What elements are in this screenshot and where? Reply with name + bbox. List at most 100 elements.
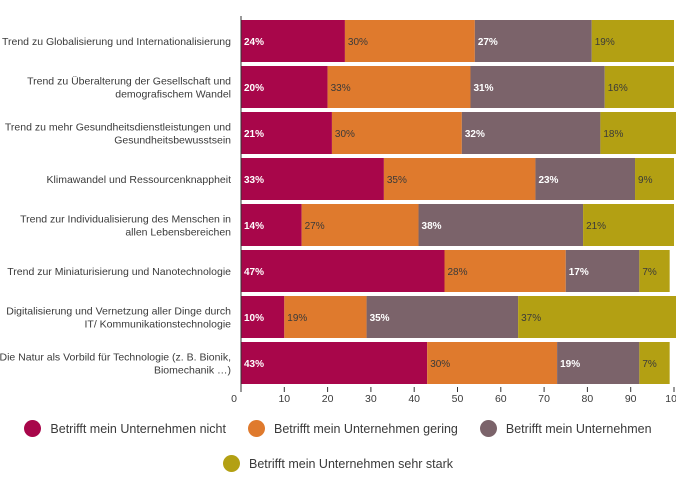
data-label: 20% bbox=[244, 83, 264, 94]
legend-item: Betrifft mein Unternehmen nicht bbox=[24, 420, 226, 437]
x-tick-label: 0 bbox=[231, 393, 237, 405]
data-label: 27% bbox=[478, 37, 498, 48]
bar-segment bbox=[474, 20, 592, 62]
data-label: 43% bbox=[244, 359, 264, 370]
data-label: 33% bbox=[244, 175, 264, 186]
bar-segment bbox=[241, 158, 384, 200]
x-tick-label: 60 bbox=[495, 393, 507, 405]
data-label: 19% bbox=[287, 313, 307, 324]
bar-segment bbox=[418, 204, 584, 246]
bars-group: 24% 30% 27% 19% 20% 33% 31% 16% 21% 30% 32% 18% 33% 3… bbox=[241, 20, 676, 384]
legend-item: Betrifft mein Unternehmen gering bbox=[247, 420, 458, 437]
data-label: 7% bbox=[642, 267, 657, 278]
x-tick-label: 80 bbox=[582, 393, 594, 405]
bar-segment bbox=[383, 158, 536, 200]
bar-segment bbox=[557, 342, 640, 384]
bar-segment bbox=[470, 66, 605, 108]
bar-segment bbox=[565, 250, 640, 292]
category-label: Trend zu mehr Gesundheitsdienstleistunge… bbox=[5, 122, 231, 147]
legend-label: Betrifft mein Unternehmen gering bbox=[273, 421, 458, 436]
bar-segment bbox=[583, 204, 674, 246]
x-tick-label: 100 bbox=[665, 393, 676, 405]
data-label: 32% bbox=[465, 129, 485, 140]
data-label: 38% bbox=[422, 221, 442, 232]
category-label: Trend zu Globalisierung und Internationa… bbox=[2, 36, 231, 48]
category-label: Klimawandel und Ressourcenknappheit bbox=[47, 174, 232, 186]
bar-segment bbox=[518, 296, 676, 338]
data-label: 30% bbox=[348, 37, 368, 48]
bar-segment bbox=[461, 112, 601, 154]
bar-segment bbox=[241, 204, 302, 246]
bar-segment bbox=[591, 20, 674, 62]
data-label: 18% bbox=[603, 129, 623, 140]
x-axis: 0 10 20 30 40 50 60 70 80 90 100 bbox=[231, 16, 676, 405]
category-label: Trend zur Individualisierung des Mensche… bbox=[20, 214, 231, 239]
bar-segment bbox=[535, 158, 636, 200]
data-label: 19% bbox=[595, 37, 615, 48]
category-label: Digitalisierung und Vernetzung aller Din… bbox=[6, 306, 231, 331]
data-label: 31% bbox=[473, 83, 493, 94]
data-label: 35% bbox=[370, 313, 390, 324]
data-label: 23% bbox=[538, 175, 558, 186]
data-label: 16% bbox=[608, 83, 628, 94]
x-tick-label: 10 bbox=[278, 393, 290, 405]
data-label: 35% bbox=[387, 175, 407, 186]
legend-label: Betrifft mein Unternehmen nicht bbox=[50, 421, 226, 436]
data-label: 21% bbox=[244, 129, 264, 140]
legend-row-2: Betrifft mein Unternehmen sehr stark bbox=[0, 455, 676, 472]
bar-segment bbox=[635, 158, 674, 200]
x-tick-label: 90 bbox=[625, 393, 637, 405]
legend-swatch bbox=[24, 420, 42, 437]
category-label: Trend zu Überalterung der Gesellschaft u… bbox=[27, 76, 231, 101]
data-label: 17% bbox=[569, 267, 589, 278]
data-label: 21% bbox=[586, 221, 606, 232]
legend-swatch bbox=[247, 420, 265, 437]
bar-segment bbox=[241, 296, 285, 338]
data-label: 30% bbox=[430, 359, 450, 370]
legend-row-1: Betrifft mein Unternehmen nicht Betrifft … bbox=[0, 420, 676, 437]
stacked-bar-chart: 24% 30% 27% 19% 20% 33% 31% 16% 21% 30% 32% 18% 33% 3… bbox=[0, 16, 676, 405]
bar-segment bbox=[331, 112, 462, 154]
bar-segment bbox=[344, 20, 475, 62]
bar-segment bbox=[241, 112, 332, 154]
data-label: 24% bbox=[244, 37, 264, 48]
data-label: 30% bbox=[335, 129, 355, 140]
legend-item: Betrifft mein Unternehmen sehr stark bbox=[222, 455, 454, 472]
data-label: 7% bbox=[642, 359, 657, 370]
x-tick-label: 50 bbox=[452, 393, 464, 405]
bar-segment bbox=[241, 20, 345, 62]
category-label: Die Natur als Vorbild für Technologie (z… bbox=[0, 352, 231, 377]
data-label: 33% bbox=[331, 83, 351, 94]
bar-segment bbox=[444, 250, 566, 292]
bar-segment bbox=[241, 66, 328, 108]
data-label: 10% bbox=[244, 313, 264, 324]
data-label: 9% bbox=[638, 175, 653, 186]
data-label: 47% bbox=[244, 267, 264, 278]
bar-segment bbox=[639, 342, 670, 384]
legend-item: Betrifft mein Unternehmen bbox=[479, 420, 652, 437]
bar-segment bbox=[366, 296, 519, 338]
bar-segment bbox=[600, 112, 676, 154]
data-label: 28% bbox=[448, 267, 468, 278]
legend-label: Betrifft mein Unternehmen bbox=[505, 421, 652, 436]
bar-segment bbox=[427, 342, 558, 384]
x-tick-label: 20 bbox=[322, 393, 334, 405]
data-label: 27% bbox=[305, 221, 325, 232]
x-tick-label: 30 bbox=[365, 393, 377, 405]
bar-segment bbox=[241, 250, 445, 292]
category-labels-group: Trend zu Globalisierung und Internationa… bbox=[0, 36, 231, 377]
bar-segment bbox=[327, 66, 471, 108]
bar-segment bbox=[284, 296, 367, 338]
data-label: 14% bbox=[244, 221, 264, 232]
legend-label: Betrifft mein Unternehmen sehr stark bbox=[248, 456, 454, 471]
bar-segment bbox=[301, 204, 419, 246]
legend-swatch bbox=[222, 455, 240, 472]
x-tick-label: 40 bbox=[408, 393, 420, 405]
legend-swatch bbox=[479, 420, 497, 437]
data-label: 19% bbox=[560, 359, 580, 370]
category-label: Trend zur Miniaturisierung und Nanotechn… bbox=[7, 266, 231, 278]
bar-segment bbox=[639, 250, 670, 292]
bar-segment bbox=[241, 342, 428, 384]
data-label: 37% bbox=[521, 313, 541, 324]
bar-segment bbox=[604, 66, 674, 108]
